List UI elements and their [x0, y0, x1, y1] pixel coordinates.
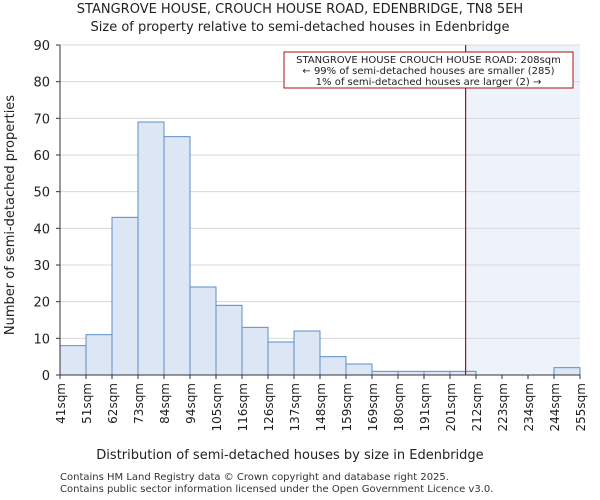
- y-tick-label: 80: [33, 76, 50, 91]
- highlight-region: [465, 45, 580, 375]
- footer-copyright: Contains HM Land Registry data © Crown c…: [60, 472, 449, 483]
- x-tick-label: 191sqm: [418, 383, 432, 431]
- histogram-bar: [553, 367, 581, 376]
- histogram-bar: [397, 370, 425, 376]
- histogram-bar: [423, 370, 451, 376]
- y-tick-label: 50: [33, 186, 50, 201]
- y-tick-label: 70: [33, 112, 50, 127]
- y-tick-label: 30: [33, 259, 50, 274]
- annotation-line3: 1% of semi-detached houses are larger (2…: [316, 77, 542, 88]
- annotation-line1: STANGROVE HOUSE CROUCH HOUSE ROAD: 208sq…: [296, 55, 561, 66]
- histogram-bar: [137, 121, 165, 376]
- footer-licence: Contains public sector information licen…: [60, 484, 494, 495]
- y-tick-label: 90: [33, 39, 50, 54]
- chart-subtitle: Size of property relative to semi-detach…: [90, 20, 510, 35]
- annotation-box: [283, 51, 574, 89]
- x-tick-label: 223sqm: [496, 383, 510, 431]
- x-tick-label: 94sqm: [184, 383, 198, 424]
- x-tick-label: 105sqm: [210, 383, 224, 431]
- x-tick-label: 137sqm: [288, 383, 302, 431]
- y-tick-label: 10: [33, 332, 50, 347]
- histogram-bar: [85, 334, 113, 376]
- y-tick-label: 0: [42, 369, 50, 384]
- histogram-bar: [293, 330, 321, 376]
- x-tick-label: 116sqm: [236, 383, 250, 431]
- annotation-line2: ← 99% of semi-detached houses are smalle…: [302, 66, 554, 77]
- y-axis-title: Number of semi-detached properties: [3, 95, 18, 335]
- x-tick-label: 126sqm: [262, 383, 276, 431]
- histogram-bar: [267, 341, 295, 376]
- histogram-bar: [111, 216, 139, 376]
- x-tick-label: 62sqm: [106, 383, 120, 424]
- histogram-bar: [215, 304, 243, 376]
- histogram-bar: [59, 345, 87, 376]
- y-tick-label: 20: [33, 296, 50, 311]
- x-tick-label: 51sqm: [80, 383, 94, 424]
- x-tick-label: 41sqm: [54, 383, 68, 424]
- x-tick-label: 180sqm: [392, 383, 406, 431]
- histogram-bar: [371, 370, 399, 376]
- histogram-bar: [319, 356, 347, 376]
- x-tick-label: 255sqm: [574, 383, 588, 431]
- y-tick-label: 40: [33, 222, 50, 237]
- x-tick-label: 159sqm: [340, 383, 354, 431]
- x-tick-label: 84sqm: [158, 383, 172, 424]
- x-tick-label: 244sqm: [548, 383, 562, 431]
- histogram-bar: [345, 363, 373, 376]
- x-axis-title: Distribution of semi-detached houses by …: [96, 448, 483, 463]
- x-tick-label: 201sqm: [444, 383, 458, 431]
- x-tick-label: 234sqm: [522, 383, 536, 431]
- histogram-bar: [449, 370, 477, 376]
- histogram-bar: [241, 326, 269, 376]
- x-tick-label: 73sqm: [132, 383, 146, 424]
- x-tick-label: 148sqm: [314, 383, 328, 431]
- y-tick-label: 60: [33, 149, 50, 164]
- chart-title: STANGROVE HOUSE, CROUCH HOUSE ROAD, EDEN…: [76, 2, 524, 17]
- x-tick-label: 212sqm: [470, 383, 484, 431]
- x-tick-label: 169sqm: [366, 383, 380, 431]
- histogram-bar: [163, 136, 191, 376]
- histogram-bar: [189, 286, 217, 376]
